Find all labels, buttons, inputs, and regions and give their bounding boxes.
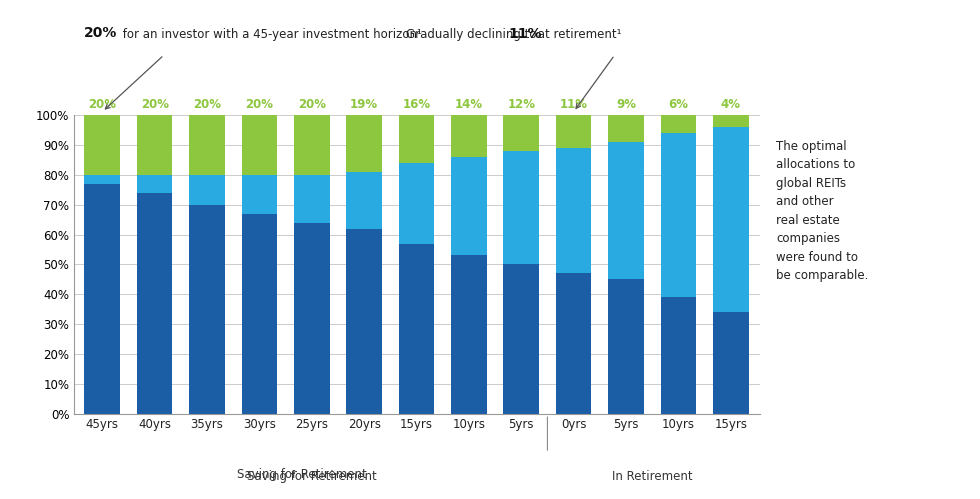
Bar — [242, 214, 277, 414]
Text: Saving for Retirement: Saving for Retirement — [247, 470, 376, 483]
Bar — [609, 115, 644, 142]
Text: Gradually declining to: Gradually declining to — [406, 28, 540, 41]
Bar — [504, 115, 539, 151]
Text: Saving for Retirement: Saving for Retirement — [237, 468, 368, 481]
Bar — [346, 172, 382, 229]
Bar — [451, 157, 487, 255]
Text: The optimal
allocations to
global REITs
and other
real estate
companies
were fou: The optimal allocations to global REITs … — [776, 140, 868, 282]
Bar — [661, 115, 696, 133]
Bar — [399, 115, 434, 163]
Text: 12%: 12% — [508, 98, 535, 111]
Bar — [556, 273, 591, 414]
Text: 19%: 19% — [350, 98, 378, 111]
Bar — [137, 193, 172, 414]
Bar — [242, 175, 277, 214]
Text: 20%: 20% — [141, 98, 169, 111]
Bar — [504, 264, 539, 414]
Bar — [609, 142, 644, 279]
Text: 11%: 11% — [509, 27, 542, 41]
Bar — [451, 255, 487, 414]
Bar — [712, 115, 749, 127]
Text: 11%: 11% — [560, 98, 588, 111]
Text: 20%: 20% — [193, 98, 221, 111]
Text: 20%: 20% — [88, 98, 117, 111]
Bar — [609, 279, 644, 414]
Bar — [189, 175, 224, 205]
Bar — [399, 163, 434, 244]
Bar — [242, 115, 277, 175]
Bar — [84, 115, 121, 175]
Bar — [712, 127, 749, 312]
Text: 9%: 9% — [616, 98, 636, 111]
Bar — [346, 229, 382, 414]
Bar — [84, 175, 121, 184]
Text: 16%: 16% — [403, 98, 430, 111]
Text: for an investor with a 45-year investment horizon¹: for an investor with a 45-year investmen… — [120, 28, 422, 41]
Text: In Retirement: In Retirement — [612, 470, 693, 483]
Bar — [294, 115, 329, 175]
Bar — [84, 184, 121, 414]
Text: 20%: 20% — [298, 98, 325, 111]
Bar — [504, 151, 539, 264]
Bar — [294, 175, 329, 223]
Text: 14%: 14% — [455, 98, 483, 111]
Text: 20%: 20% — [83, 26, 118, 40]
Text: 20%: 20% — [245, 98, 273, 111]
Bar — [712, 312, 749, 414]
Bar — [189, 115, 224, 175]
Bar — [399, 244, 434, 414]
Bar — [137, 115, 172, 175]
Bar — [661, 133, 696, 297]
Bar — [556, 148, 591, 273]
Bar — [189, 205, 224, 414]
Bar — [556, 115, 591, 148]
Text: 6%: 6% — [668, 98, 688, 111]
Bar — [346, 115, 382, 172]
Bar — [294, 223, 329, 414]
Text: at retirement¹: at retirement¹ — [534, 28, 622, 41]
Bar — [137, 175, 172, 193]
Bar — [451, 115, 487, 157]
Text: 4%: 4% — [720, 98, 741, 111]
Bar — [661, 297, 696, 414]
